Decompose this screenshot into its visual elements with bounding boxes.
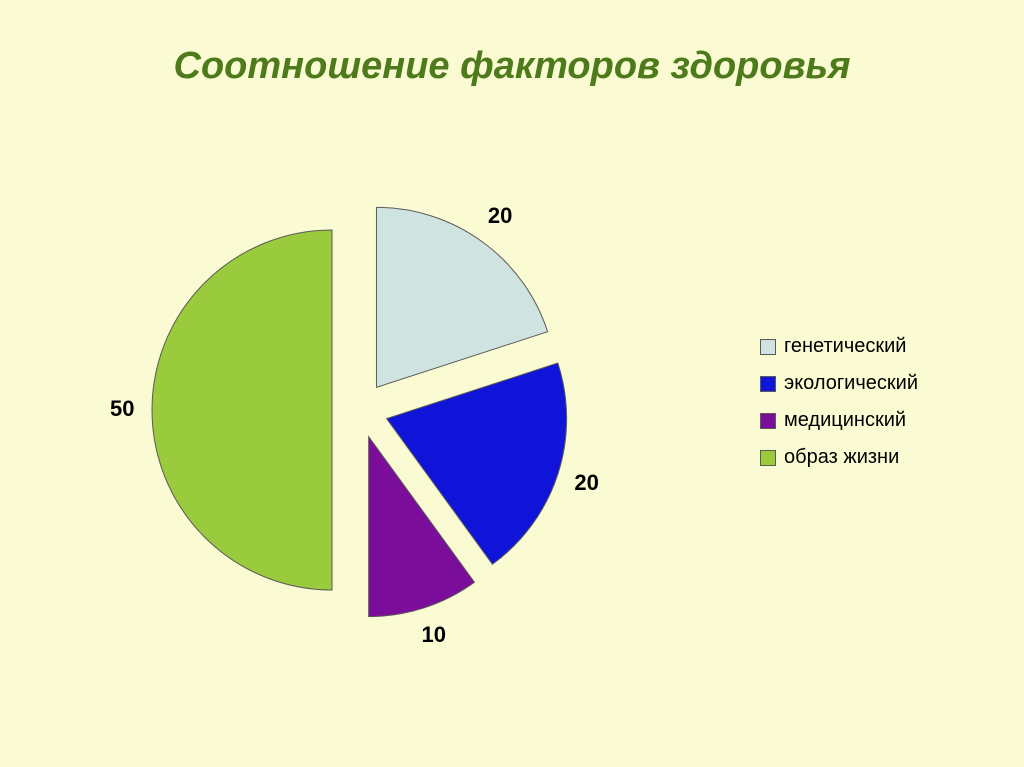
legend-label: медицинский (784, 409, 906, 432)
pie-slice (152, 230, 332, 590)
legend-item: медицинский (760, 409, 980, 432)
pie-value-label: 50 (110, 396, 134, 422)
pie-chart (150, 160, 570, 660)
legend-swatch (760, 376, 776, 392)
legend-label: образ жизни (784, 446, 899, 469)
pie-value-label: 20 (574, 470, 598, 496)
pie-value-label: 10 (422, 622, 446, 648)
legend-label: генетический (784, 335, 906, 358)
chart-title: Соотношение факторов здоровья (0, 45, 1024, 88)
legend-swatch (760, 450, 776, 466)
legend-item: экологический (760, 372, 980, 395)
chart-legend: генетический экологический медицинский обра… (760, 335, 980, 483)
legend-item: образ жизни (760, 446, 980, 469)
pie-value-label: 20 (488, 203, 512, 229)
legend-swatch (760, 339, 776, 355)
legend-item: генетический (760, 335, 980, 358)
legend-swatch (760, 413, 776, 429)
legend-label: экологический (784, 372, 918, 395)
pie-slice (376, 207, 547, 387)
